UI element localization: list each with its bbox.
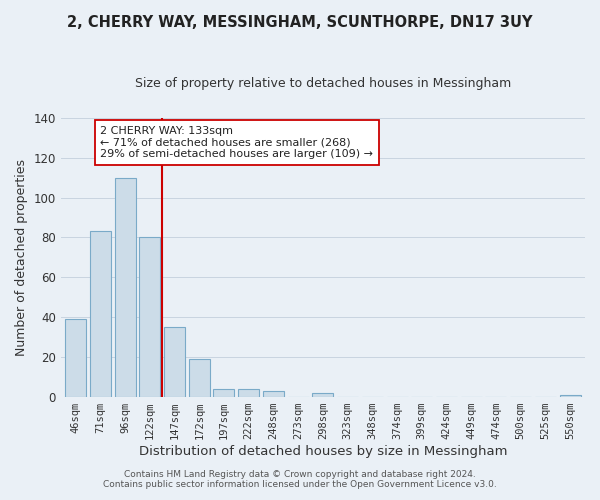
- Bar: [115, 178, 136, 396]
- X-axis label: Distribution of detached houses by size in Messingham: Distribution of detached houses by size …: [139, 444, 507, 458]
- Bar: [560, 394, 581, 396]
- Text: 2, CHERRY WAY, MESSINGHAM, SCUNTHORPE, DN17 3UY: 2, CHERRY WAY, MESSINGHAM, SCUNTHORPE, D…: [67, 15, 533, 30]
- Bar: [263, 390, 284, 396]
- Text: 2 CHERRY WAY: 133sqm
← 71% of detached houses are smaller (268)
29% of semi-deta: 2 CHERRY WAY: 133sqm ← 71% of detached h…: [100, 126, 373, 159]
- Bar: [214, 388, 235, 396]
- Bar: [189, 359, 210, 397]
- Text: Contains HM Land Registry data © Crown copyright and database right 2024.
Contai: Contains HM Land Registry data © Crown c…: [103, 470, 497, 489]
- Bar: [139, 238, 160, 396]
- Bar: [238, 388, 259, 396]
- Bar: [65, 319, 86, 396]
- Bar: [90, 232, 111, 396]
- Bar: [164, 327, 185, 396]
- Y-axis label: Number of detached properties: Number of detached properties: [15, 159, 28, 356]
- Bar: [313, 392, 334, 396]
- Title: Size of property relative to detached houses in Messingham: Size of property relative to detached ho…: [135, 78, 511, 90]
